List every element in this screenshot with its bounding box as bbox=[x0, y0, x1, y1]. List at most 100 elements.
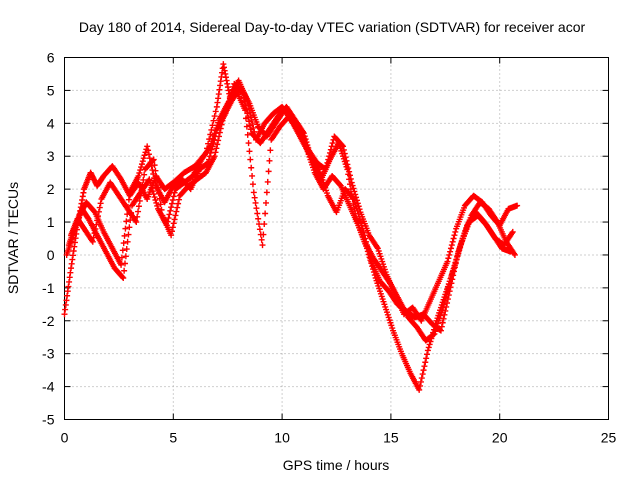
data-point bbox=[148, 182, 155, 189]
data-point bbox=[329, 140, 336, 147]
data-point bbox=[449, 276, 456, 283]
y-tick-label: 2 bbox=[47, 181, 55, 197]
data-point bbox=[214, 141, 221, 148]
data-point bbox=[430, 329, 437, 336]
data-point bbox=[133, 219, 140, 226]
data-point bbox=[246, 118, 253, 125]
data-point bbox=[126, 224, 133, 231]
data-point bbox=[120, 240, 127, 247]
data-point bbox=[165, 215, 172, 222]
data-point bbox=[152, 167, 159, 174]
data-point bbox=[350, 196, 357, 203]
data-point bbox=[175, 200, 182, 207]
data-point bbox=[118, 261, 125, 268]
data-point bbox=[416, 386, 423, 393]
data-point bbox=[448, 242, 455, 249]
y-tick-label: 3 bbox=[47, 148, 55, 164]
data-point bbox=[141, 152, 148, 159]
data-point bbox=[170, 193, 177, 200]
data-point bbox=[141, 171, 148, 178]
series-track-3 bbox=[65, 87, 518, 393]
data-point bbox=[135, 208, 142, 215]
data-point bbox=[447, 248, 454, 255]
data-point bbox=[93, 221, 100, 228]
data-point bbox=[243, 123, 250, 130]
x-tick-label: 0 bbox=[61, 430, 69, 446]
data-point bbox=[242, 107, 249, 114]
data-point bbox=[445, 292, 452, 299]
data-point bbox=[246, 122, 253, 129]
data-point bbox=[355, 210, 362, 217]
data-point bbox=[421, 363, 428, 370]
data-point bbox=[120, 274, 127, 281]
y-tick-label: -2 bbox=[42, 313, 55, 329]
data-point bbox=[265, 168, 272, 175]
data-point bbox=[253, 205, 260, 212]
y-tick-label: -5 bbox=[42, 412, 55, 428]
y-tick-label: 4 bbox=[47, 115, 55, 131]
data-point bbox=[157, 201, 164, 208]
data-point bbox=[207, 131, 214, 138]
data-point bbox=[255, 215, 262, 222]
data-point bbox=[151, 194, 158, 201]
data-point bbox=[124, 238, 131, 245]
data-point bbox=[454, 252, 461, 259]
data-point bbox=[135, 172, 142, 179]
series-track-4 bbox=[68, 84, 514, 334]
data-point bbox=[451, 232, 458, 239]
data-point bbox=[216, 129, 223, 136]
data-point bbox=[346, 176, 353, 183]
data-point bbox=[152, 196, 159, 203]
data-point bbox=[145, 151, 152, 158]
x-tick-label: 10 bbox=[274, 430, 290, 446]
data-point bbox=[360, 228, 367, 235]
data-point bbox=[138, 187, 145, 194]
data-point bbox=[144, 143, 151, 150]
data-point bbox=[438, 323, 445, 330]
data-point bbox=[135, 203, 142, 210]
data-point bbox=[252, 199, 259, 206]
data-point bbox=[145, 147, 152, 154]
data-point bbox=[151, 162, 158, 169]
data-point bbox=[511, 251, 518, 258]
data-point bbox=[448, 280, 455, 287]
data-point bbox=[168, 200, 175, 207]
data-point bbox=[146, 176, 153, 183]
data-point bbox=[146, 155, 153, 162]
data-point bbox=[428, 335, 435, 342]
data-point bbox=[150, 170, 157, 177]
data-point bbox=[444, 300, 451, 307]
data-point bbox=[361, 232, 368, 239]
data-point bbox=[445, 255, 452, 262]
data-point bbox=[447, 284, 454, 291]
data-point bbox=[365, 248, 372, 255]
data-point bbox=[452, 228, 459, 235]
data-point bbox=[344, 166, 351, 173]
data-point bbox=[258, 236, 265, 243]
data-point bbox=[153, 199, 160, 206]
data-point bbox=[452, 260, 459, 267]
data-point bbox=[259, 242, 266, 249]
data-point bbox=[449, 238, 456, 245]
data-point bbox=[422, 359, 429, 366]
data-point bbox=[217, 125, 224, 132]
data-point bbox=[363, 242, 370, 249]
axis-ticks: 0 5 10 15 20 25 -5 -4 -3 -2 -1 0 1 2 3 4 5 6 bbox=[42, 50, 616, 446]
data-point bbox=[417, 378, 424, 385]
y-tick-label: -1 bbox=[42, 280, 55, 296]
data-point bbox=[211, 113, 218, 120]
data-point bbox=[363, 238, 370, 245]
data-point bbox=[212, 108, 219, 115]
data-point bbox=[154, 178, 161, 185]
data-point bbox=[429, 332, 436, 339]
data-point bbox=[446, 251, 453, 258]
data-point bbox=[90, 234, 97, 241]
data-point bbox=[150, 156, 157, 163]
data-point bbox=[123, 218, 130, 225]
data-point bbox=[366, 251, 373, 258]
data-point bbox=[95, 208, 102, 215]
data-point bbox=[119, 247, 126, 254]
data-point bbox=[352, 201, 359, 208]
data-point bbox=[451, 264, 458, 271]
